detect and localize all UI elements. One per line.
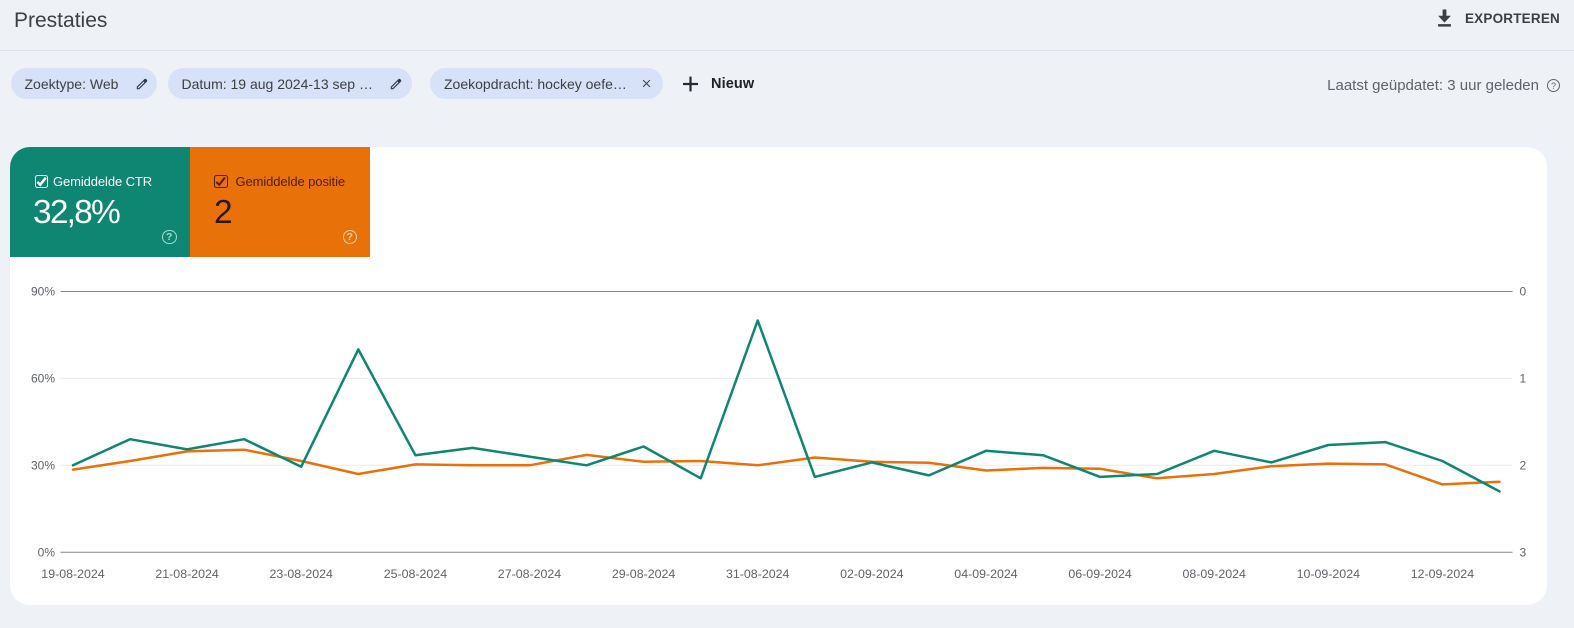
svg-text:08-09-2024: 08-09-2024 [1183, 567, 1246, 581]
svg-text:25-08-2024: 25-08-2024 [384, 567, 447, 581]
svg-text:90%: 90% [31, 285, 55, 299]
svg-text:10-09-2024: 10-09-2024 [1297, 567, 1360, 581]
svg-text:31-08-2024: 31-08-2024 [726, 567, 789, 581]
svg-text:06-09-2024: 06-09-2024 [1068, 567, 1131, 581]
svg-text:60%: 60% [31, 372, 55, 386]
svg-text:1: 1 [1520, 372, 1527, 386]
svg-text:04-09-2024: 04-09-2024 [954, 567, 1017, 581]
svg-text:21-08-2024: 21-08-2024 [155, 567, 218, 581]
svg-text:29-08-2024: 29-08-2024 [612, 567, 675, 581]
svg-text:12-09-2024: 12-09-2024 [1411, 567, 1474, 581]
svg-text:19-08-2024: 19-08-2024 [41, 567, 104, 581]
svg-text:0%: 0% [38, 545, 56, 559]
svg-text:30%: 30% [31, 459, 55, 473]
svg-text:02-09-2024: 02-09-2024 [840, 567, 903, 581]
svg-text:23-08-2024: 23-08-2024 [270, 567, 333, 581]
svg-text:0: 0 [1520, 285, 1527, 299]
svg-text:3: 3 [1520, 545, 1527, 559]
svg-text:27-08-2024: 27-08-2024 [498, 567, 561, 581]
svg-text:2: 2 [1520, 459, 1527, 473]
